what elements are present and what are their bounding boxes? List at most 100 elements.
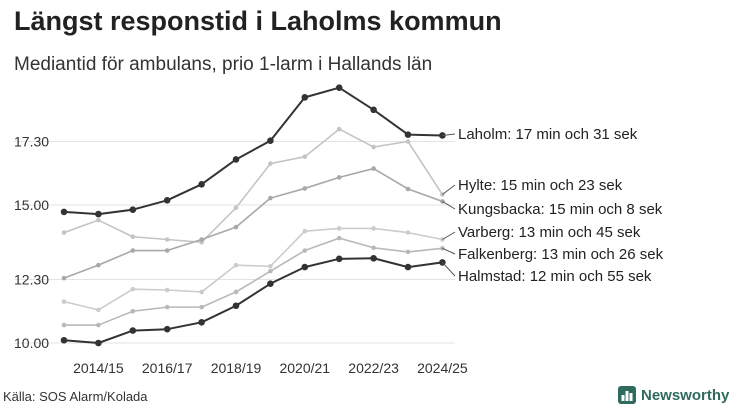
data-point-laholm bbox=[301, 94, 309, 101]
series-label-laholm: Laholm: 17 min och 31 sek bbox=[458, 126, 638, 143]
data-point-falkenberg bbox=[405, 249, 411, 255]
y-tick-label: 12.30 bbox=[14, 272, 49, 288]
data-point-varberg bbox=[199, 289, 204, 295]
data-point-kungsbacka bbox=[336, 175, 342, 180]
data-point-hylte bbox=[130, 234, 136, 240]
data-point-hylte bbox=[61, 230, 67, 235]
label-leader-line bbox=[442, 200, 456, 210]
data-point-laholm bbox=[60, 208, 68, 216]
x-tick-label: 2018/19 bbox=[211, 360, 262, 376]
data-point-falkenberg bbox=[199, 304, 204, 310]
data-point-falkenberg bbox=[96, 322, 101, 328]
brand-name: Newsworthy bbox=[641, 386, 730, 404]
data-point-varberg bbox=[268, 263, 273, 269]
series-label-halmstad: Halmstad: 12 min och 55 sek bbox=[458, 268, 652, 285]
series-line-falkenberg bbox=[64, 237, 443, 326]
x-tick-label: 2016/17 bbox=[142, 360, 193, 376]
data-point-varberg bbox=[130, 286, 136, 292]
x-tick-label: 2020/21 bbox=[279, 360, 330, 376]
source-note: Källa: SOS Alarm/Kolada bbox=[3, 389, 148, 404]
data-point-laholm bbox=[232, 156, 240, 163]
data-point-halmstad bbox=[370, 254, 377, 262]
data-point-kungsbacka bbox=[405, 186, 411, 192]
data-point-hylte bbox=[371, 144, 376, 150]
data-point-laholm bbox=[95, 210, 102, 218]
bar-chart-logo-icon bbox=[618, 386, 636, 404]
data-point-kungsbacka bbox=[130, 248, 136, 253]
data-point-halmstad bbox=[163, 325, 171, 333]
y-tick-label: 15.00 bbox=[14, 197, 49, 213]
series-line-laholm bbox=[63, 86, 443, 216]
data-point-hylte bbox=[268, 161, 273, 166]
data-point-kungsbacka bbox=[61, 275, 67, 281]
data-point-falkenberg bbox=[164, 304, 170, 310]
data-point-kungsbacka bbox=[199, 237, 204, 242]
data-point-laholm bbox=[335, 84, 343, 91]
data-point-hylte bbox=[336, 126, 342, 132]
label-leader-line bbox=[442, 262, 456, 277]
data-point-falkenberg bbox=[302, 248, 308, 253]
label-leader-line bbox=[442, 133, 456, 136]
data-point-halmstad bbox=[267, 280, 274, 287]
y-tick-label: 10.00 bbox=[14, 335, 49, 351]
data-point-varberg bbox=[96, 307, 101, 313]
label-leader-line bbox=[442, 247, 456, 255]
series-line-kungsbacka bbox=[63, 167, 443, 279]
label-leader-line bbox=[442, 231, 456, 240]
data-point-falkenberg bbox=[130, 308, 136, 314]
data-point-varberg bbox=[371, 226, 376, 231]
data-point-varberg bbox=[164, 287, 170, 293]
data-point-varberg bbox=[336, 226, 342, 231]
series-label-falkenberg: Falkenberg: 13 min och 26 sek bbox=[458, 246, 664, 263]
series-label-hylte: Hylte: 15 min och 23 sek bbox=[458, 177, 623, 194]
data-point-laholm bbox=[198, 181, 205, 188]
data-point-kungsbacka bbox=[233, 224, 239, 230]
series-line-hylte bbox=[63, 128, 444, 244]
data-point-kungsbacka bbox=[302, 186, 308, 191]
data-point-hylte bbox=[302, 154, 308, 159]
data-point-varberg bbox=[405, 230, 411, 235]
data-point-halmstad bbox=[198, 319, 205, 326]
data-point-hylte bbox=[96, 217, 101, 223]
data-point-halmstad bbox=[60, 336, 68, 344]
x-tick-label: 2022/23 bbox=[348, 360, 399, 376]
data-point-falkenberg bbox=[268, 268, 273, 274]
data-point-kungsbacka bbox=[268, 195, 273, 201]
data-point-laholm bbox=[163, 197, 171, 204]
data-point-halmstad bbox=[301, 263, 309, 271]
data-point-varberg bbox=[302, 228, 308, 234]
data-point-falkenberg bbox=[371, 245, 376, 251]
x-tick-label: 2014/15 bbox=[73, 360, 124, 376]
data-point-falkenberg bbox=[61, 322, 67, 328]
data-point-laholm bbox=[370, 106, 377, 114]
data-point-falkenberg bbox=[336, 235, 342, 241]
data-point-laholm bbox=[267, 137, 274, 144]
data-point-kungsbacka bbox=[371, 166, 376, 171]
data-point-varberg bbox=[233, 262, 239, 268]
data-point-laholm bbox=[404, 131, 412, 138]
label-leader-line bbox=[442, 184, 456, 195]
series-line-varberg bbox=[63, 227, 443, 311]
data-point-halmstad bbox=[404, 263, 412, 271]
data-point-halmstad bbox=[335, 255, 343, 263]
data-point-laholm bbox=[129, 206, 137, 213]
series-label-kungsbacka: Kungsbacka: 15 min och 8 sek bbox=[458, 201, 663, 218]
data-point-halmstad bbox=[129, 327, 137, 334]
data-point-falkenberg bbox=[233, 289, 239, 295]
data-point-halmstad bbox=[95, 339, 102, 347]
x-tick-label: 2024/25 bbox=[417, 360, 468, 376]
data-point-hylte bbox=[164, 237, 170, 242]
brand-logo: Newsworthy bbox=[618, 386, 729, 404]
data-point-kungsbacka bbox=[164, 248, 170, 253]
chart-title: Längst responstid i Laholms kommun bbox=[14, 6, 502, 36]
y-tick-label: 17.30 bbox=[14, 134, 49, 150]
data-point-halmstad bbox=[232, 302, 240, 310]
data-point-kungsbacka bbox=[96, 262, 101, 268]
data-point-hylte bbox=[233, 205, 239, 211]
data-point-hylte bbox=[405, 139, 411, 144]
data-point-varberg bbox=[61, 299, 67, 304]
series-label-varberg: Varberg: 13 min och 45 sek bbox=[458, 224, 641, 241]
chart-subtitle: Mediantid för ambulans, prio 1-larm i Ha… bbox=[14, 54, 433, 75]
series-line-halmstad bbox=[63, 257, 443, 344]
